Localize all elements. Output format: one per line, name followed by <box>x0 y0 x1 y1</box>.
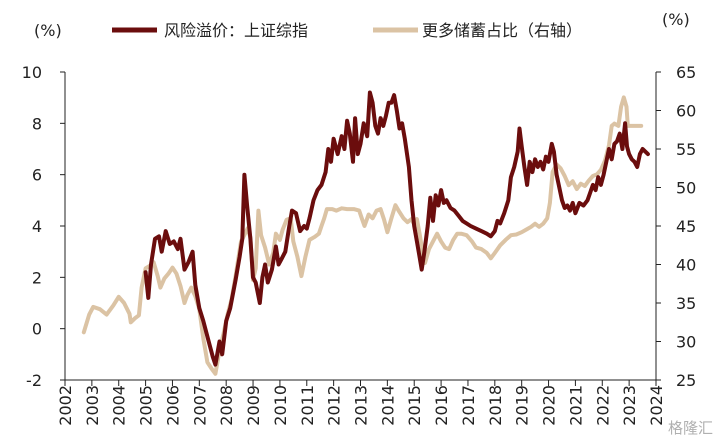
x-axis-tick-label: 2024 <box>647 385 666 426</box>
legend-label-savings-share: 更多储蓄占比（右轴） <box>422 21 582 40</box>
x-axis-tick-label: 2005 <box>137 385 156 426</box>
left-axis-tick-label: 8 <box>32 114 42 133</box>
axes: -2 0 2 4 6 8 10 25 30 35 40 45 50 55 60 65 2002 2003 2004 2… <box>22 63 697 426</box>
series-layer <box>81 90 650 376</box>
x-axis-tick-label: 2015 <box>405 385 424 426</box>
left-axis-tick-label: 10 <box>22 63 42 82</box>
right-axis-tick-label: 55 <box>676 140 696 159</box>
right-axis-tick-label: 65 <box>676 63 696 82</box>
x-axis-tick-label: 2021 <box>566 385 585 426</box>
x-axis-tick-label: 2002 <box>56 385 75 426</box>
legend-label-risk-premium: 风险溢价：上证综指 <box>164 21 308 40</box>
x-axis-tick-label: 2014 <box>378 385 397 426</box>
x-axis-tick-label: 2012 <box>325 385 344 426</box>
series-line-risk-premium <box>143 90 650 367</box>
left-axis-tick-label: 0 <box>32 320 42 339</box>
right-axis-tick-label: 35 <box>676 294 696 313</box>
x-axis-tick-label: 2022 <box>593 385 612 426</box>
x-axis-tick-label: 2004 <box>110 385 129 426</box>
x-axis-tick-label: 2018 <box>486 385 505 426</box>
x-axis-tick-label: 2017 <box>459 385 478 426</box>
x-axis-tick-label: 2019 <box>513 385 532 426</box>
right-axis-tick-label: 60 <box>676 102 696 121</box>
x-axis-tick-label: 2011 <box>298 385 317 426</box>
x-axis-tick-label: 2020 <box>540 385 559 426</box>
watermark-text: 格隆汇 <box>668 419 713 437</box>
right-axis-tick-label: 50 <box>676 179 696 198</box>
x-axis-tick-label: 2016 <box>432 385 451 426</box>
x-axis-tick-label: 2013 <box>352 385 371 426</box>
left-axis-tick-label: 4 <box>32 217 42 236</box>
x-axis-tick-label: 2007 <box>190 385 209 426</box>
x-axis-tick-label: 2010 <box>271 385 290 426</box>
left-axis-unit: (%) <box>34 21 62 40</box>
x-axis-tick-label: 2009 <box>244 385 263 426</box>
right-axis-tick-label: 30 <box>676 333 696 352</box>
right-axis-tick-label: 40 <box>676 256 696 275</box>
right-axis-tick-label: 45 <box>676 217 696 236</box>
left-axis-tick-label: 6 <box>32 166 42 185</box>
x-axis-tick-label: 2003 <box>83 385 102 426</box>
right-axis-tick-label: 25 <box>676 371 696 390</box>
left-axis-tick-label: -2 <box>26 371 42 390</box>
x-axis-tick-label: 2006 <box>163 385 182 426</box>
x-axis-tick-label: 2008 <box>217 385 236 426</box>
x-axis-tick-label: 2023 <box>620 385 639 426</box>
left-axis-tick-label: 2 <box>32 268 42 287</box>
right-axis-unit: (%) <box>662 10 690 29</box>
legend: 风险溢价：上证综指 更多储蓄占比（右轴） <box>112 21 582 40</box>
